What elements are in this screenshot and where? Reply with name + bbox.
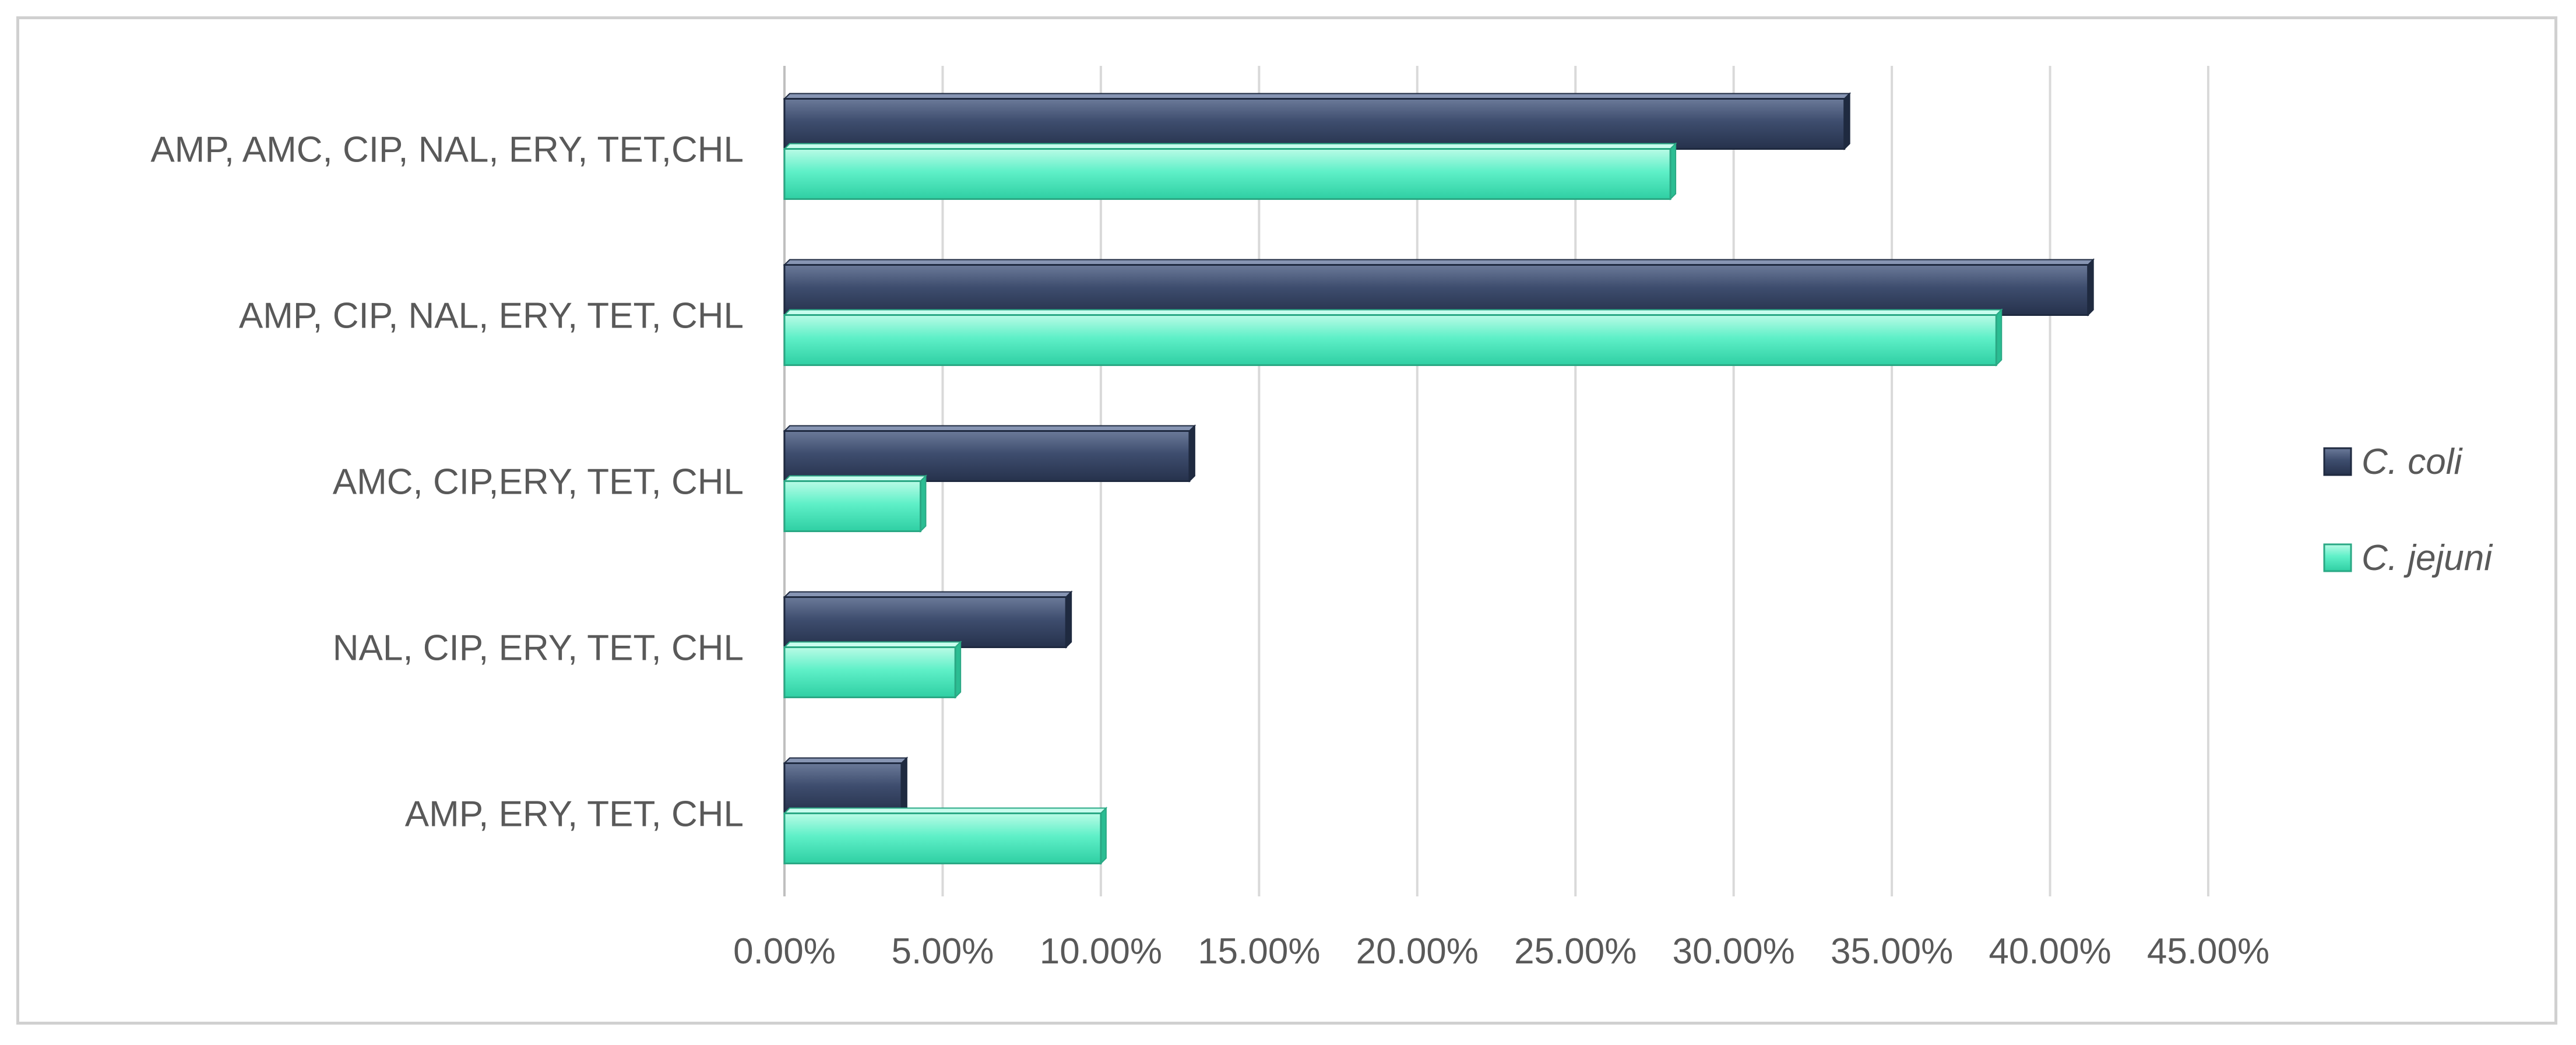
category-label: AMP, AMC, CIP, NAL, ERY, TET,CHL — [150, 130, 744, 170]
category-label: AMP, CIP, NAL, ERY, TET, CHL — [239, 296, 744, 336]
category-label: NAL, CIP, ERY, TET, CHL — [333, 628, 744, 668]
bar-c-coli — [783, 762, 903, 814]
x-tick-label: 20.00% — [1356, 931, 1479, 972]
chart-frame: AMP, AMC, CIP, NAL, ERY, TET,CHL AMP, CIP… — [16, 16, 2557, 1025]
x-tick-label: 45.00% — [2147, 931, 2269, 972]
bar-chart: AMP, AMC, CIP, NAL, ERY, TET,CHL AMP, CIP… — [150, 66, 2493, 972]
x-tick-label: 25.00% — [1514, 931, 1637, 972]
bar-c-jejuni — [783, 148, 1671, 200]
bars — [783, 92, 2095, 865]
bar-c-coli — [783, 98, 1846, 150]
legend: C. coli C. jejuni — [2323, 442, 2493, 578]
legend-label: C. jejuni — [2362, 538, 2493, 578]
gridlines — [783, 66, 2209, 896]
bar-c-jejuni — [783, 646, 956, 698]
legend-swatch — [2323, 543, 2352, 572]
x-tick-label: 10.00% — [1040, 931, 1162, 972]
legend-item: C. jejuni — [2323, 538, 2493, 578]
category-labels: AMP, AMC, CIP, NAL, ERY, TET,CHL AMP, CIP… — [150, 130, 744, 835]
x-tick-label: 35.00% — [1831, 931, 1953, 972]
x-tick-label: 0.00% — [733, 931, 836, 972]
x-axis-ticks: 0.00% 5.00% 10.00% 15.00% 20.00% 25.00% 30.00%… — [733, 931, 2269, 972]
category-label: AMP, ERY, TET, CHL — [405, 794, 744, 835]
category-label: AMC, CIP,ERY, TET, CHL — [333, 462, 744, 502]
legend-label: C. coli — [2362, 442, 2463, 482]
legend-swatch — [2323, 447, 2352, 476]
bar-c-jejuni — [783, 314, 1997, 366]
bar-c-coli — [783, 430, 1191, 482]
legend-item: C. coli — [2323, 442, 2463, 482]
bar-c-coli — [783, 264, 2089, 316]
x-tick-label: 5.00% — [892, 931, 994, 972]
bar-c-coli — [783, 596, 1067, 648]
x-tick-label: 40.00% — [1989, 931, 2111, 972]
x-tick-label: 15.00% — [1198, 931, 1320, 972]
bar-c-jejuni — [783, 480, 921, 532]
bar-c-jejuni — [783, 812, 1102, 864]
x-tick-label: 30.00% — [1673, 931, 1795, 972]
